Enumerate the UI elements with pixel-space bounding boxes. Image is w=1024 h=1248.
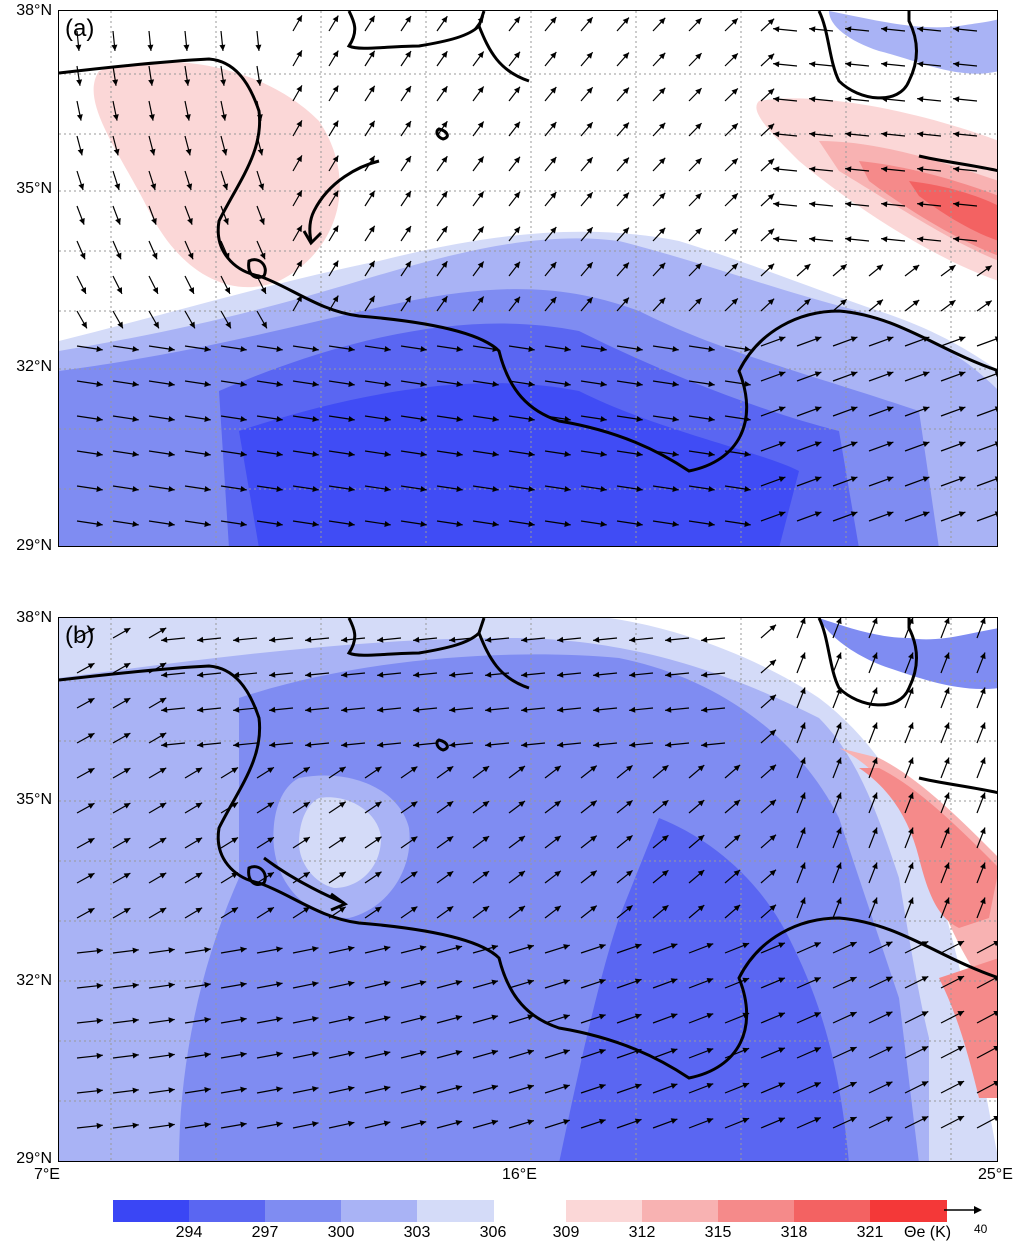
lat-label-a-38: 38°N	[16, 2, 52, 19]
colorbar-tick-label: 321	[856, 1224, 884, 1241]
reference-vector-label: 40	[974, 1222, 988, 1236]
lat-label-b-32: 32°N	[16, 972, 52, 989]
panel-label-b: (b)	[65, 622, 95, 649]
colorbar-tick-label: 315	[704, 1224, 732, 1241]
colorbar-tick-label: 300	[327, 1224, 355, 1241]
theta-e-field-b	[59, 618, 997, 1161]
theta-e-field-a	[59, 11, 997, 546]
colorbar-swatch	[341, 1200, 418, 1222]
track-arrow-b	[263, 856, 349, 912]
colorbar-swatch	[265, 1200, 342, 1222]
lat-label-a-35: 35°N	[16, 180, 52, 197]
lat-label-b-29: 29°N	[16, 1150, 52, 1167]
lon-label-25: 25°E	[978, 1166, 1013, 1183]
colorbar-tick-label: 303	[403, 1224, 431, 1241]
colorbar-swatch	[566, 1200, 643, 1222]
colorbar-tick-label: 306	[479, 1224, 507, 1241]
colorbar-swatch	[642, 1200, 719, 1222]
colorbar-tick-label: 297	[251, 1224, 279, 1241]
colorbar-swatch	[113, 1200, 190, 1222]
panel-label-a: (a)	[65, 15, 95, 42]
lat-label-a-29: 29°N	[16, 537, 52, 554]
map-panel-a: (a)	[58, 10, 998, 547]
colorbar-unit: Θe (K)	[904, 1224, 952, 1241]
track-arrow-a	[302, 159, 380, 246]
lon-label-16: 16°E	[502, 1166, 537, 1183]
lon-label-7: 7°E	[34, 1166, 60, 1183]
colorbar-swatch	[870, 1200, 947, 1222]
colorbar-swatch	[718, 1200, 795, 1222]
map-panel-b: (b)	[58, 617, 998, 1162]
lat-label-b-35: 35°N	[16, 791, 52, 808]
wind-vectors-b	[76, 618, 997, 1129]
lat-label-b-38: 38°N	[16, 609, 52, 626]
reference-vector-arrow	[944, 1206, 982, 1214]
colorbar-red	[566, 1200, 947, 1222]
colorbar-swatch	[794, 1200, 871, 1222]
colorbar-tick-label: 294	[175, 1224, 203, 1241]
colorbar-tick-label: 312	[628, 1224, 656, 1241]
wind-vectors-a	[75, 15, 997, 527]
colorbar-tick-label: 318	[780, 1224, 808, 1241]
colorbar-tick-label: 309	[552, 1224, 580, 1241]
colorbar-swatch	[189, 1200, 266, 1222]
colorbar-swatch	[417, 1200, 494, 1222]
colorbar-blue	[113, 1200, 494, 1222]
lat-label-a-32: 32°N	[16, 358, 52, 375]
